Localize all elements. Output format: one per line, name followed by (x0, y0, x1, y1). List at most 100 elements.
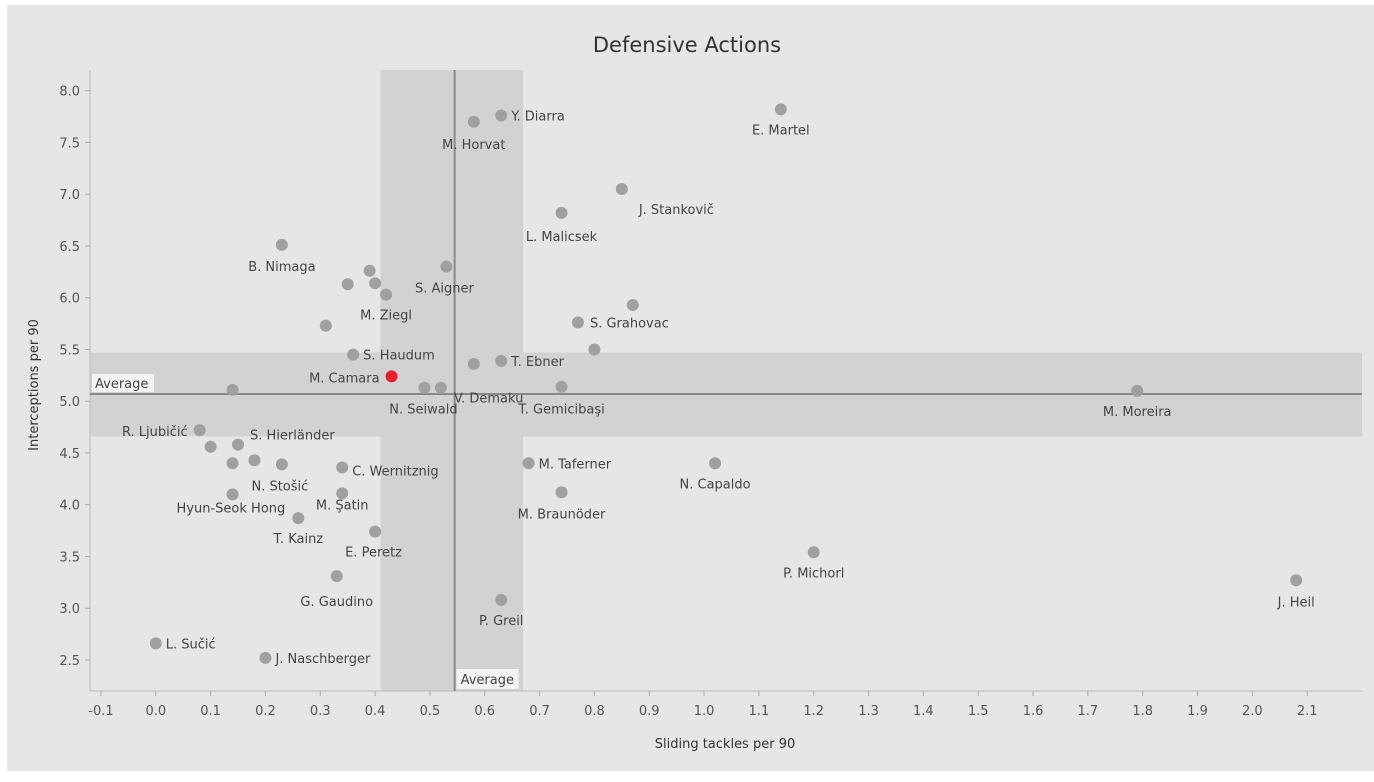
data-point (193, 424, 206, 437)
data-points (149, 103, 1303, 664)
data-point (259, 651, 272, 664)
point-label: Y. Diarra (510, 110, 565, 125)
point-label: M. Ziegl (360, 309, 412, 324)
point-label: J. Stankovič (638, 203, 714, 218)
data-point (226, 383, 239, 396)
y-tick-label: 4.0 (59, 499, 80, 514)
y-tick-label: 2.5 (59, 654, 80, 669)
data-point (292, 512, 305, 525)
data-point (380, 288, 393, 301)
data-point (440, 260, 453, 273)
x-tick-label: 1.7 (1078, 704, 1099, 719)
data-point (555, 206, 568, 219)
point-label: S. Grahovac (590, 317, 669, 332)
data-point (336, 461, 349, 474)
x-tick-label: 0.8 (584, 704, 605, 719)
x-tick-label: 0.6 (474, 704, 495, 719)
chart-title: Defensive Actions (593, 33, 781, 57)
x-tick-label: 0.1 (200, 704, 221, 719)
data-point (626, 298, 639, 311)
point-label: G. Gaudino (300, 595, 373, 610)
data-point (275, 238, 288, 251)
point-label: S. Haudum (363, 349, 435, 364)
point-label: S. Hierländer (250, 429, 335, 444)
data-point (467, 115, 480, 128)
x-tick-label: 1.0 (694, 704, 715, 719)
x-tick-label: 1.9 (1187, 704, 1208, 719)
point-label: N. Capaldo (679, 477, 750, 492)
highlighted-data-point (385, 370, 398, 383)
point-label: J. Heil (1277, 595, 1315, 610)
y-tick-label: 7.0 (59, 188, 80, 203)
data-point (347, 348, 360, 361)
data-point (709, 457, 722, 470)
data-point (341, 278, 354, 291)
point-label: J. Naschberger (274, 652, 371, 667)
x-tick-label: 1.8 (1132, 704, 1153, 719)
point-label: N. Seiwald (389, 403, 457, 418)
y-tick-label: 5.5 (59, 343, 80, 358)
y-tick-label: 8.0 (59, 85, 80, 100)
data-point (1290, 574, 1303, 587)
x-tick-label: 0.9 (639, 704, 660, 719)
x-tick-label: 1.4 (913, 704, 934, 719)
data-point (336, 487, 349, 500)
x-tick-label: 1.3 (858, 704, 879, 719)
data-point (226, 488, 239, 501)
axes: -0.1 0.0 0.1 0.2 0.3 0.4 0.5 0.6 0.7 0.8 0.9 1.0 1.1… (59, 70, 1362, 719)
point-label: M. Şatin (316, 498, 369, 513)
y-tick-label: 7.5 (59, 136, 80, 151)
x-tick-label: 0.4 (365, 704, 386, 719)
data-point (495, 354, 508, 367)
data-point (495, 593, 508, 606)
data-point (248, 454, 261, 467)
x-tick-label: 0.5 (420, 704, 441, 719)
data-point (204, 440, 217, 453)
data-point (149, 637, 162, 650)
x-tick-label: 0.0 (145, 704, 166, 719)
x-tick-label: 1.5 (968, 704, 989, 719)
point-label: C. Wernitznig (352, 464, 438, 479)
point-label: N. Stošić (251, 479, 308, 494)
y-tick-label: 6.5 (59, 240, 80, 255)
y-tick-label: 3.5 (59, 550, 80, 565)
y-average-label: Average (95, 377, 148, 392)
x-tick-label: 0.3 (310, 704, 331, 719)
point-label: M. Camara (309, 371, 379, 386)
y-tick-label: 6.0 (59, 292, 80, 307)
point-label: M. Taferner (539, 457, 612, 472)
data-point (555, 380, 568, 393)
point-labels: E. Martel Y. Diarra M. Horvat J. Stankovič L… (122, 110, 1315, 667)
data-point (588, 343, 601, 356)
data-point (418, 381, 431, 394)
data-point (434, 381, 447, 394)
point-label: B. Nimaga (248, 260, 315, 275)
x-tick-label: 0.2 (255, 704, 276, 719)
point-label: S. Aigner (415, 282, 475, 297)
point-label: P. Michorl (783, 566, 844, 581)
point-label: T. Kainz (273, 532, 324, 547)
data-point (774, 103, 787, 116)
x-tick-label: 1.2 (803, 704, 824, 719)
x-tick-label: 0.7 (529, 704, 550, 719)
y-axis-label: Interceptions per 90 (27, 319, 42, 451)
data-point (330, 570, 343, 583)
data-point (232, 438, 245, 451)
point-label: E. Peretz (345, 546, 402, 561)
point-label: Hyun-Seok Hong (177, 501, 286, 516)
point-label: M. Horvat (442, 138, 505, 153)
x-tick-label: 2.0 (1242, 704, 1263, 719)
data-point (555, 486, 568, 499)
x-average-label: Average (461, 673, 514, 688)
x-tick-label: -0.1 (88, 704, 113, 719)
x-axis-label: Sliding tackles per 90 (655, 737, 796, 752)
point-label: T. Ebner (510, 355, 564, 370)
data-point (522, 457, 535, 470)
point-label: P. Greil (479, 614, 523, 629)
average-lines: Average Average (90, 70, 1362, 691)
data-point (495, 109, 508, 122)
data-point (615, 183, 628, 196)
data-point (369, 525, 382, 538)
